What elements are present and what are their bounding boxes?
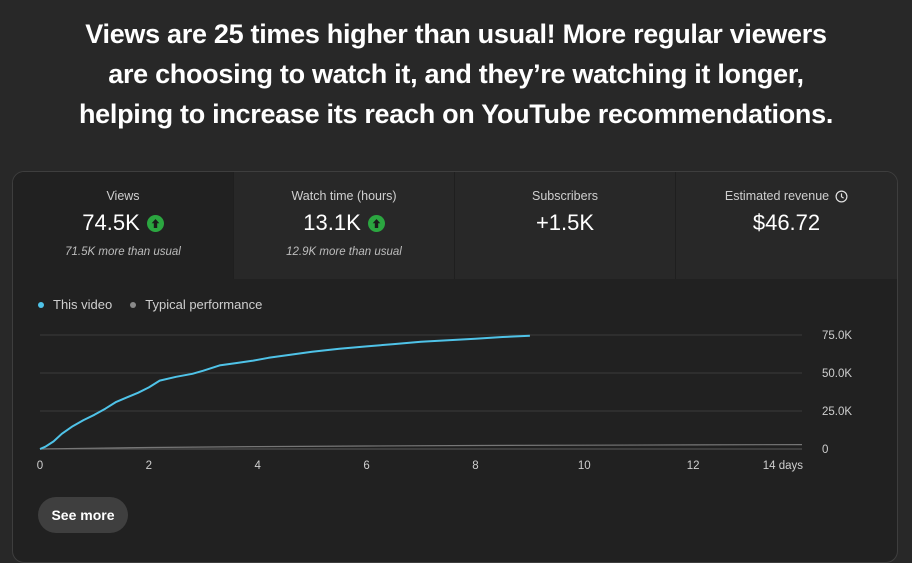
typical-performance-line [39,444,803,450]
tab-estimated-revenue[interactable]: Estimated revenue $46.72 [676,172,897,279]
see-more-button[interactable]: See more [38,497,128,533]
this-video-line [39,334,530,450]
tab-watch-time[interactable]: Watch time (hours) 13.1K 12.9K more than… [234,172,455,279]
y-tick-label: 25.0K [822,406,852,418]
chart-legend: This video Typical performance [38,297,262,312]
headline-line-2: are choosing to watch it, and they’re wa… [108,59,804,89]
metric-tabs: Views 74.5K 71.5K more than usual Watch … [13,172,897,279]
x-tick-label: 8 [472,460,478,472]
legend-label: This video [53,297,113,312]
y-tick-label: 50.0K [822,368,852,380]
metric-value: 13.1K [303,210,361,235]
performance-card: Views 74.5K 71.5K more than usual Watch … [12,171,898,563]
legend-dot [38,301,44,308]
legend-dot [130,301,137,308]
y-tick-label: 0 [822,444,828,456]
legend-item-typical: Typical performance [130,297,262,312]
headline-line-3: helping to increase its reach on YouTube… [78,99,834,129]
metric-value: $46.72 [752,210,821,235]
tab-subscribers[interactable]: Subscribers +1.5K [455,172,676,279]
x-tick-label: 12 [687,460,700,472]
metric-title: Watch time (hours) [291,189,397,203]
legend-item-this-video: This video [38,297,112,312]
x-tick-label: 6 [363,460,369,472]
metric-title: Subscribers [532,189,598,203]
metric-comparison: 12.9K more than usual [286,246,402,258]
y-tick-label: 75.0K [822,330,852,342]
clock-icon [835,189,848,203]
x-tick-label: 14 days [763,460,804,472]
x-tick-label: 0 [37,460,43,472]
arrow-up-icon [146,214,164,232]
legend-label: Typical performance [145,297,263,312]
views-chart: 0 25.0K 50.0K 75.0K 0 2 4 6 8 10 12 14 days [37,330,853,472]
x-tick-label: 2 [146,460,152,472]
x-tick-label: 4 [255,460,262,472]
metric-title: Views [106,189,140,203]
arrow-up-icon [367,214,385,232]
metric-value: 74.5K [82,210,140,235]
metric-comparison: 71.5K more than usual [65,246,181,258]
metric-title: Estimated revenue [724,189,830,203]
metric-value: +1.5K [535,210,595,235]
headline-line-1: Views are 25 times higher than usual! Mo… [85,19,827,49]
insight-headline: Views are 25 times higher than usual! Mo… [0,14,912,134]
x-tick-label: 10 [578,460,591,472]
tab-views[interactable]: Views 74.5K 71.5K more than usual [13,172,234,279]
